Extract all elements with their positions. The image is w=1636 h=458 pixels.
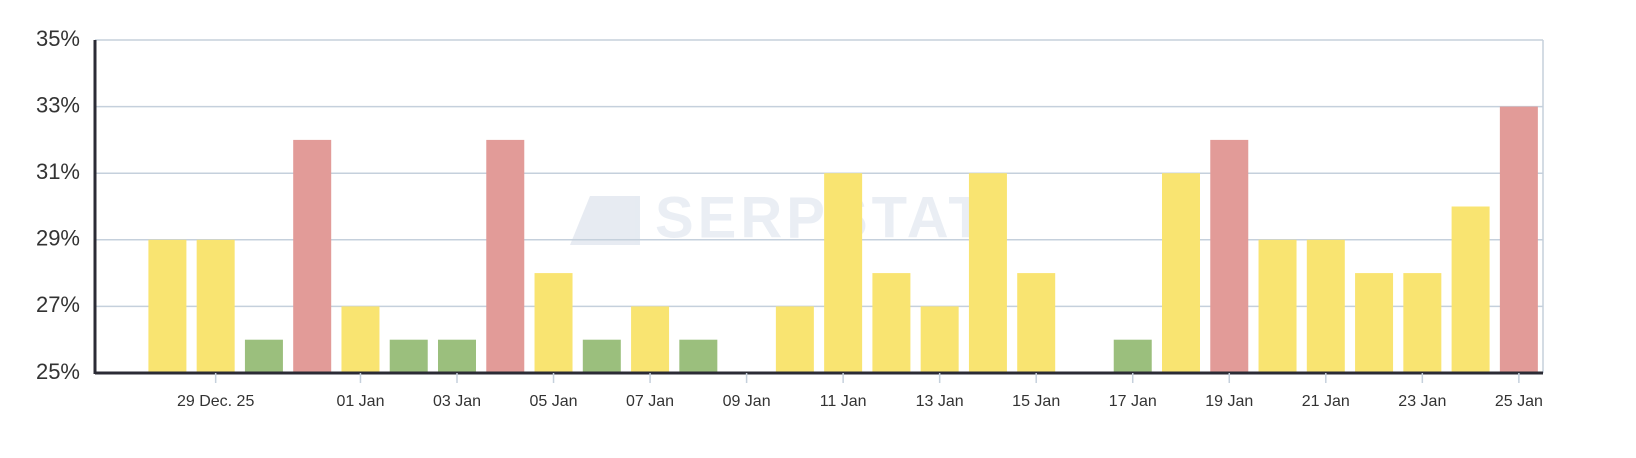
bar — [1017, 273, 1056, 373]
bar — [872, 273, 911, 373]
bar — [1258, 239, 1297, 373]
x-tick-label: 19 Jan — [1205, 393, 1253, 410]
bar — [438, 339, 476, 373]
bar — [968, 173, 1007, 373]
x-tick-label: 17 Jan — [1109, 393, 1157, 410]
bar — [679, 339, 718, 373]
bar — [389, 339, 428, 373]
y-tick-label: 35% — [36, 26, 80, 51]
bar — [631, 306, 670, 373]
bar — [148, 239, 187, 373]
x-tick-label: 03 Jan — [433, 393, 481, 410]
bar — [1499, 106, 1538, 373]
bar — [486, 139, 525, 373]
x-tick-label: 01 Jan — [336, 393, 384, 410]
x-tick-label: 29 Dec. 25 — [177, 393, 254, 410]
bar — [196, 239, 235, 373]
bar — [582, 339, 621, 373]
bar — [1355, 273, 1394, 373]
bar — [244, 339, 283, 373]
y-tick-label: 33% — [36, 92, 80, 117]
y-tick-label: 31% — [36, 159, 80, 184]
y-tick-label: 25% — [36, 359, 80, 384]
bar — [293, 139, 332, 373]
watermark-text: SERPSTAT — [655, 185, 988, 250]
bar — [1113, 339, 1152, 373]
x-tick-label: 11 Jan — [820, 393, 867, 410]
x-tick-label: 23 Jan — [1398, 393, 1446, 410]
y-tick-label: 29% — [36, 226, 80, 251]
x-tick-label: 13 Jan — [916, 393, 964, 410]
x-tick-label: 25 Jan — [1495, 393, 1543, 410]
x-tick-label: 05 Jan — [530, 393, 578, 410]
bar — [1210, 139, 1249, 373]
y-tick-label: 27% — [36, 292, 80, 317]
bar — [1403, 273, 1442, 373]
x-tick-label: 15 Jan — [1012, 393, 1060, 410]
x-tick-label: 09 Jan — [723, 393, 771, 410]
bar — [824, 173, 863, 373]
bar — [1451, 206, 1490, 373]
bar — [1306, 239, 1345, 373]
bar — [920, 306, 959, 373]
bar — [1162, 173, 1200, 373]
bar — [534, 273, 573, 373]
watermark-logo — [570, 196, 640, 245]
bar — [341, 306, 380, 373]
x-tick-label: 07 Jan — [626, 393, 674, 410]
x-tick-label: 21 Jan — [1302, 393, 1350, 410]
bar — [775, 306, 814, 373]
watermark: SERPSTAT — [570, 185, 988, 250]
